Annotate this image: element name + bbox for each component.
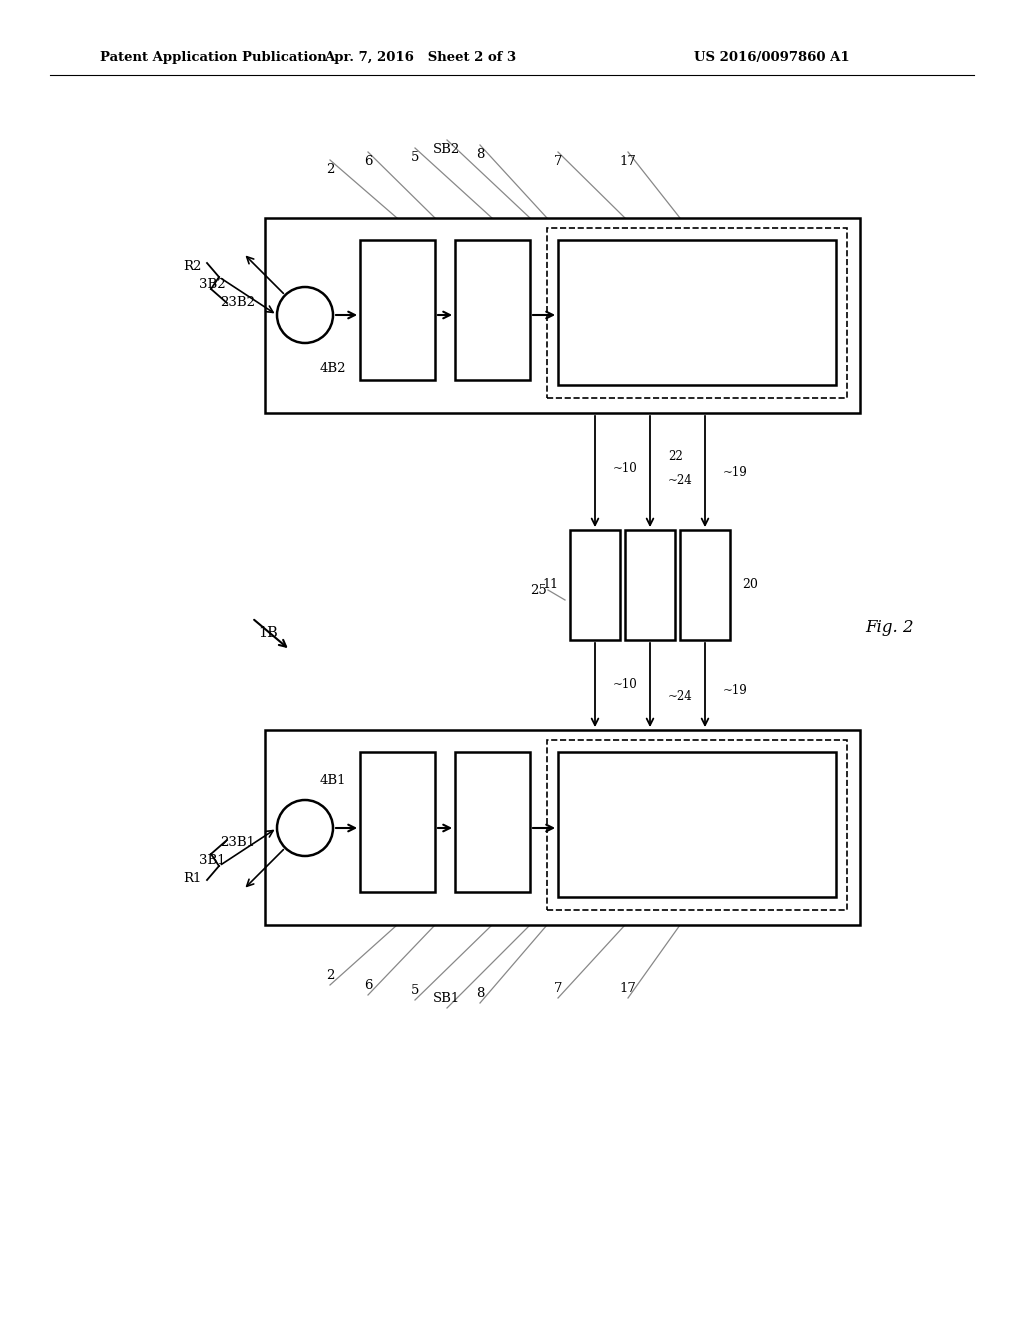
Bar	[455, 752, 530, 892]
Text: 22: 22	[668, 450, 683, 462]
Bar	[455, 240, 530, 380]
Text: 4B2: 4B2	[319, 362, 346, 375]
Bar	[360, 752, 435, 892]
Text: SB1: SB1	[433, 993, 461, 1005]
Text: 3B1: 3B1	[199, 854, 225, 866]
Text: 3B2: 3B2	[199, 279, 225, 292]
Bar	[558, 752, 836, 898]
Text: 20: 20	[742, 578, 758, 591]
Bar	[680, 531, 730, 640]
Bar	[360, 240, 435, 380]
Text: ~24: ~24	[668, 690, 693, 704]
Text: 23B2: 23B2	[220, 296, 256, 309]
Text: 5: 5	[411, 983, 419, 997]
Circle shape	[278, 286, 333, 343]
Text: 25: 25	[530, 583, 547, 597]
Text: 17: 17	[620, 154, 637, 168]
Circle shape	[278, 800, 333, 855]
Text: Patent Application Publication: Patent Application Publication	[100, 51, 327, 65]
Text: R1: R1	[183, 871, 201, 884]
Text: ~24: ~24	[668, 474, 693, 487]
Text: 17: 17	[620, 982, 637, 995]
Bar	[547, 228, 847, 399]
Bar	[547, 741, 847, 909]
Text: Apr. 7, 2016   Sheet 2 of 3: Apr. 7, 2016 Sheet 2 of 3	[324, 51, 516, 65]
Text: 2: 2	[326, 969, 334, 982]
Text: ~19: ~19	[723, 684, 748, 697]
Text: ~19: ~19	[723, 466, 748, 479]
Bar	[558, 240, 836, 385]
Text: SB2: SB2	[433, 143, 461, 156]
Text: US 2016/0097860 A1: US 2016/0097860 A1	[694, 51, 850, 65]
Bar	[265, 730, 860, 925]
Text: 8: 8	[476, 148, 484, 161]
Bar	[570, 531, 620, 640]
Text: 23B1: 23B1	[220, 837, 256, 850]
Text: ~10: ~10	[613, 678, 638, 692]
Text: 6: 6	[364, 979, 373, 993]
Text: 5: 5	[411, 150, 419, 164]
Text: 8: 8	[476, 987, 484, 1001]
Text: 1B: 1B	[258, 626, 278, 640]
Text: 2: 2	[326, 162, 334, 176]
Bar	[265, 218, 860, 413]
Text: R2: R2	[183, 260, 201, 273]
Bar	[625, 531, 675, 640]
Text: 4B1: 4B1	[319, 774, 346, 787]
Text: 7: 7	[554, 154, 562, 168]
Text: 7: 7	[554, 982, 562, 995]
Text: 11: 11	[542, 578, 558, 591]
Text: 6: 6	[364, 154, 373, 168]
Text: ~10: ~10	[613, 462, 638, 474]
Text: Fig. 2: Fig. 2	[865, 619, 914, 636]
